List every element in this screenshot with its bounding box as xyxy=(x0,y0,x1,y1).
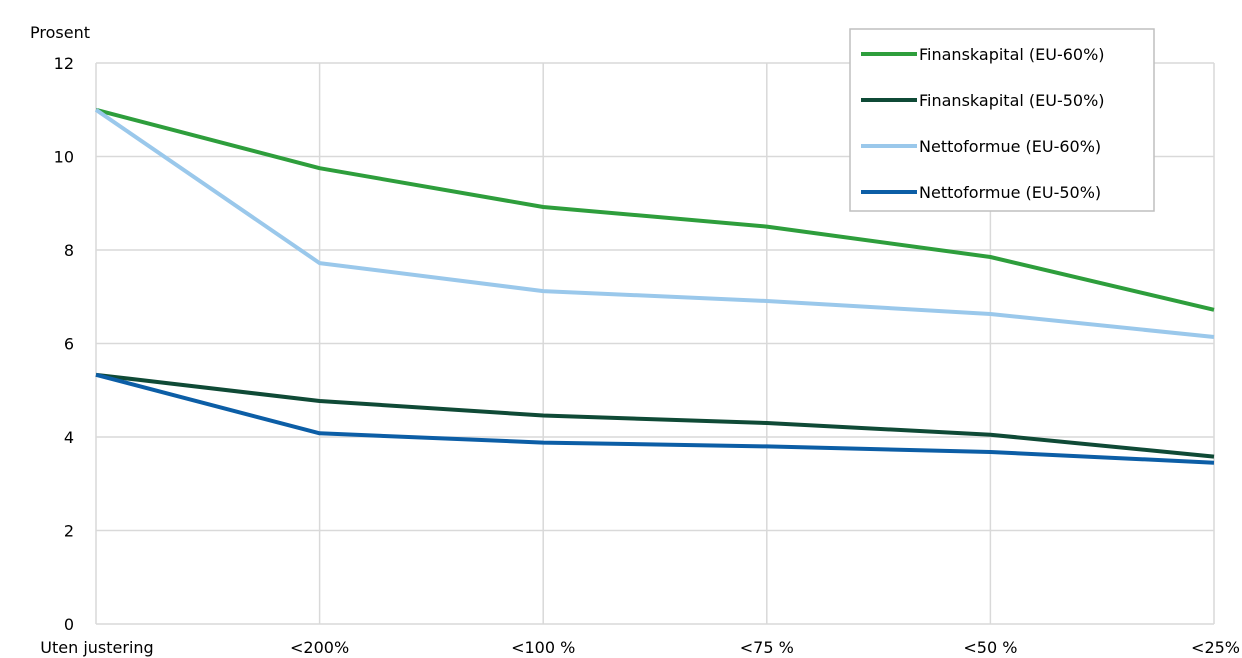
legend-label: Nettoformue (EU-50%) xyxy=(919,183,1101,202)
legend-label: Finanskapital (EU-60%) xyxy=(919,45,1105,64)
series-line-1 xyxy=(95,107,1215,312)
x-tick-label: Uten justering xyxy=(40,638,153,657)
series-line-2 xyxy=(95,372,1215,459)
y-tick-label: 8 xyxy=(64,241,74,260)
y-tick-label: 2 xyxy=(64,522,74,541)
y-axis-label: Prosent xyxy=(30,23,90,42)
x-tick-label: <25% xyxy=(1191,638,1240,657)
series-line-3 xyxy=(94,108,1215,339)
legend-label: Nettoformue (EU-60%) xyxy=(919,137,1101,156)
y-tick-label: 12 xyxy=(54,54,74,73)
y-tick-label: 0 xyxy=(64,615,74,634)
series-lines xyxy=(94,107,1215,465)
x-tick-label: <100 % xyxy=(511,638,575,657)
x-tick-label: <75 % xyxy=(740,638,794,657)
axes: 0 2 4 6 8 10 12 Uten justering <200% <100 % <75 % <… xyxy=(40,54,1240,657)
legend-box xyxy=(849,28,1155,212)
legend-label: Finanskapital (EU-50%) xyxy=(919,91,1105,110)
x-tick-label: <50 % xyxy=(963,638,1017,657)
y-tick-label: 4 xyxy=(64,428,74,447)
series-line-4 xyxy=(95,372,1215,465)
y-tick-label: 10 xyxy=(54,148,74,167)
x-tick-label: <200% xyxy=(290,638,349,657)
legend: Finanskapital (EU-60%) Finanskapital (EU-… xyxy=(849,28,1155,212)
y-tick-label: 6 xyxy=(64,335,74,354)
